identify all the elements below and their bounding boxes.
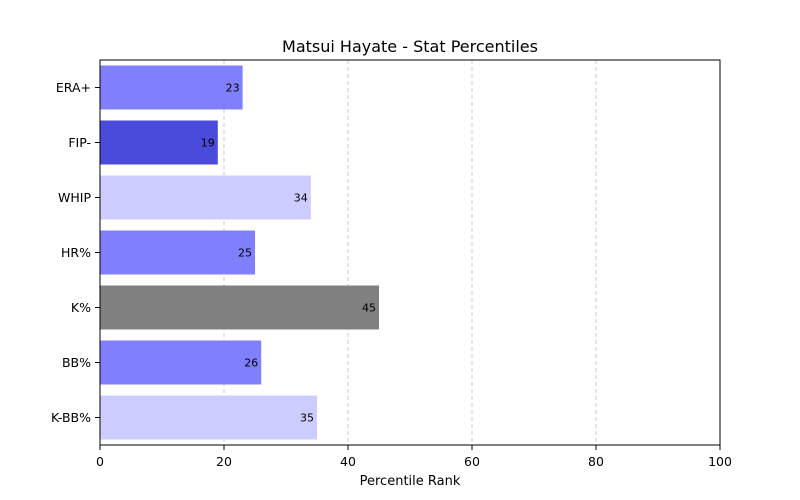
y-tick-label: WHIP bbox=[58, 190, 91, 205]
y-tick-label: ERA+ bbox=[56, 80, 91, 95]
bar-whip bbox=[100, 175, 311, 220]
x-tick-label: 40 bbox=[340, 454, 356, 469]
bar-k-bb- bbox=[100, 395, 317, 440]
data-label: 35 bbox=[300, 412, 314, 425]
data-label: 19 bbox=[201, 137, 215, 150]
x-axis-ticks: 0 20 40 60 80 100 bbox=[96, 445, 732, 469]
x-axis-label: Percentile Rank bbox=[360, 474, 461, 489]
bars bbox=[100, 65, 379, 440]
bar-fip- bbox=[100, 120, 218, 165]
data-label: 34 bbox=[294, 192, 308, 205]
bar-era- bbox=[100, 65, 243, 110]
y-tick-label: BB% bbox=[62, 355, 91, 370]
y-tick-label: FIP- bbox=[68, 135, 91, 150]
y-axis-ticks: ERA+ FIP- WHIP HR% K% BB% K-BB% bbox=[51, 80, 100, 425]
x-tick-label: 60 bbox=[464, 454, 480, 469]
bar-k- bbox=[100, 285, 379, 330]
data-labels: 23 19 34 25 45 26 35 bbox=[201, 82, 376, 425]
y-tick-label: K-BB% bbox=[51, 410, 91, 425]
chart-title: Matsui Hayate - Stat Percentiles bbox=[282, 37, 538, 56]
y-tick-label: K% bbox=[71, 300, 91, 315]
x-tick-label: 80 bbox=[588, 454, 604, 469]
x-tick-label: 0 bbox=[96, 454, 104, 469]
x-tick-label: 20 bbox=[216, 454, 232, 469]
x-tick-label: 100 bbox=[708, 454, 732, 469]
y-tick-label: HR% bbox=[61, 245, 91, 260]
data-label: 25 bbox=[238, 247, 252, 260]
bar-bb- bbox=[100, 340, 262, 385]
data-label: 45 bbox=[362, 302, 376, 315]
data-label: 26 bbox=[244, 357, 258, 370]
bar-hr- bbox=[100, 230, 255, 275]
data-label: 23 bbox=[226, 82, 240, 95]
